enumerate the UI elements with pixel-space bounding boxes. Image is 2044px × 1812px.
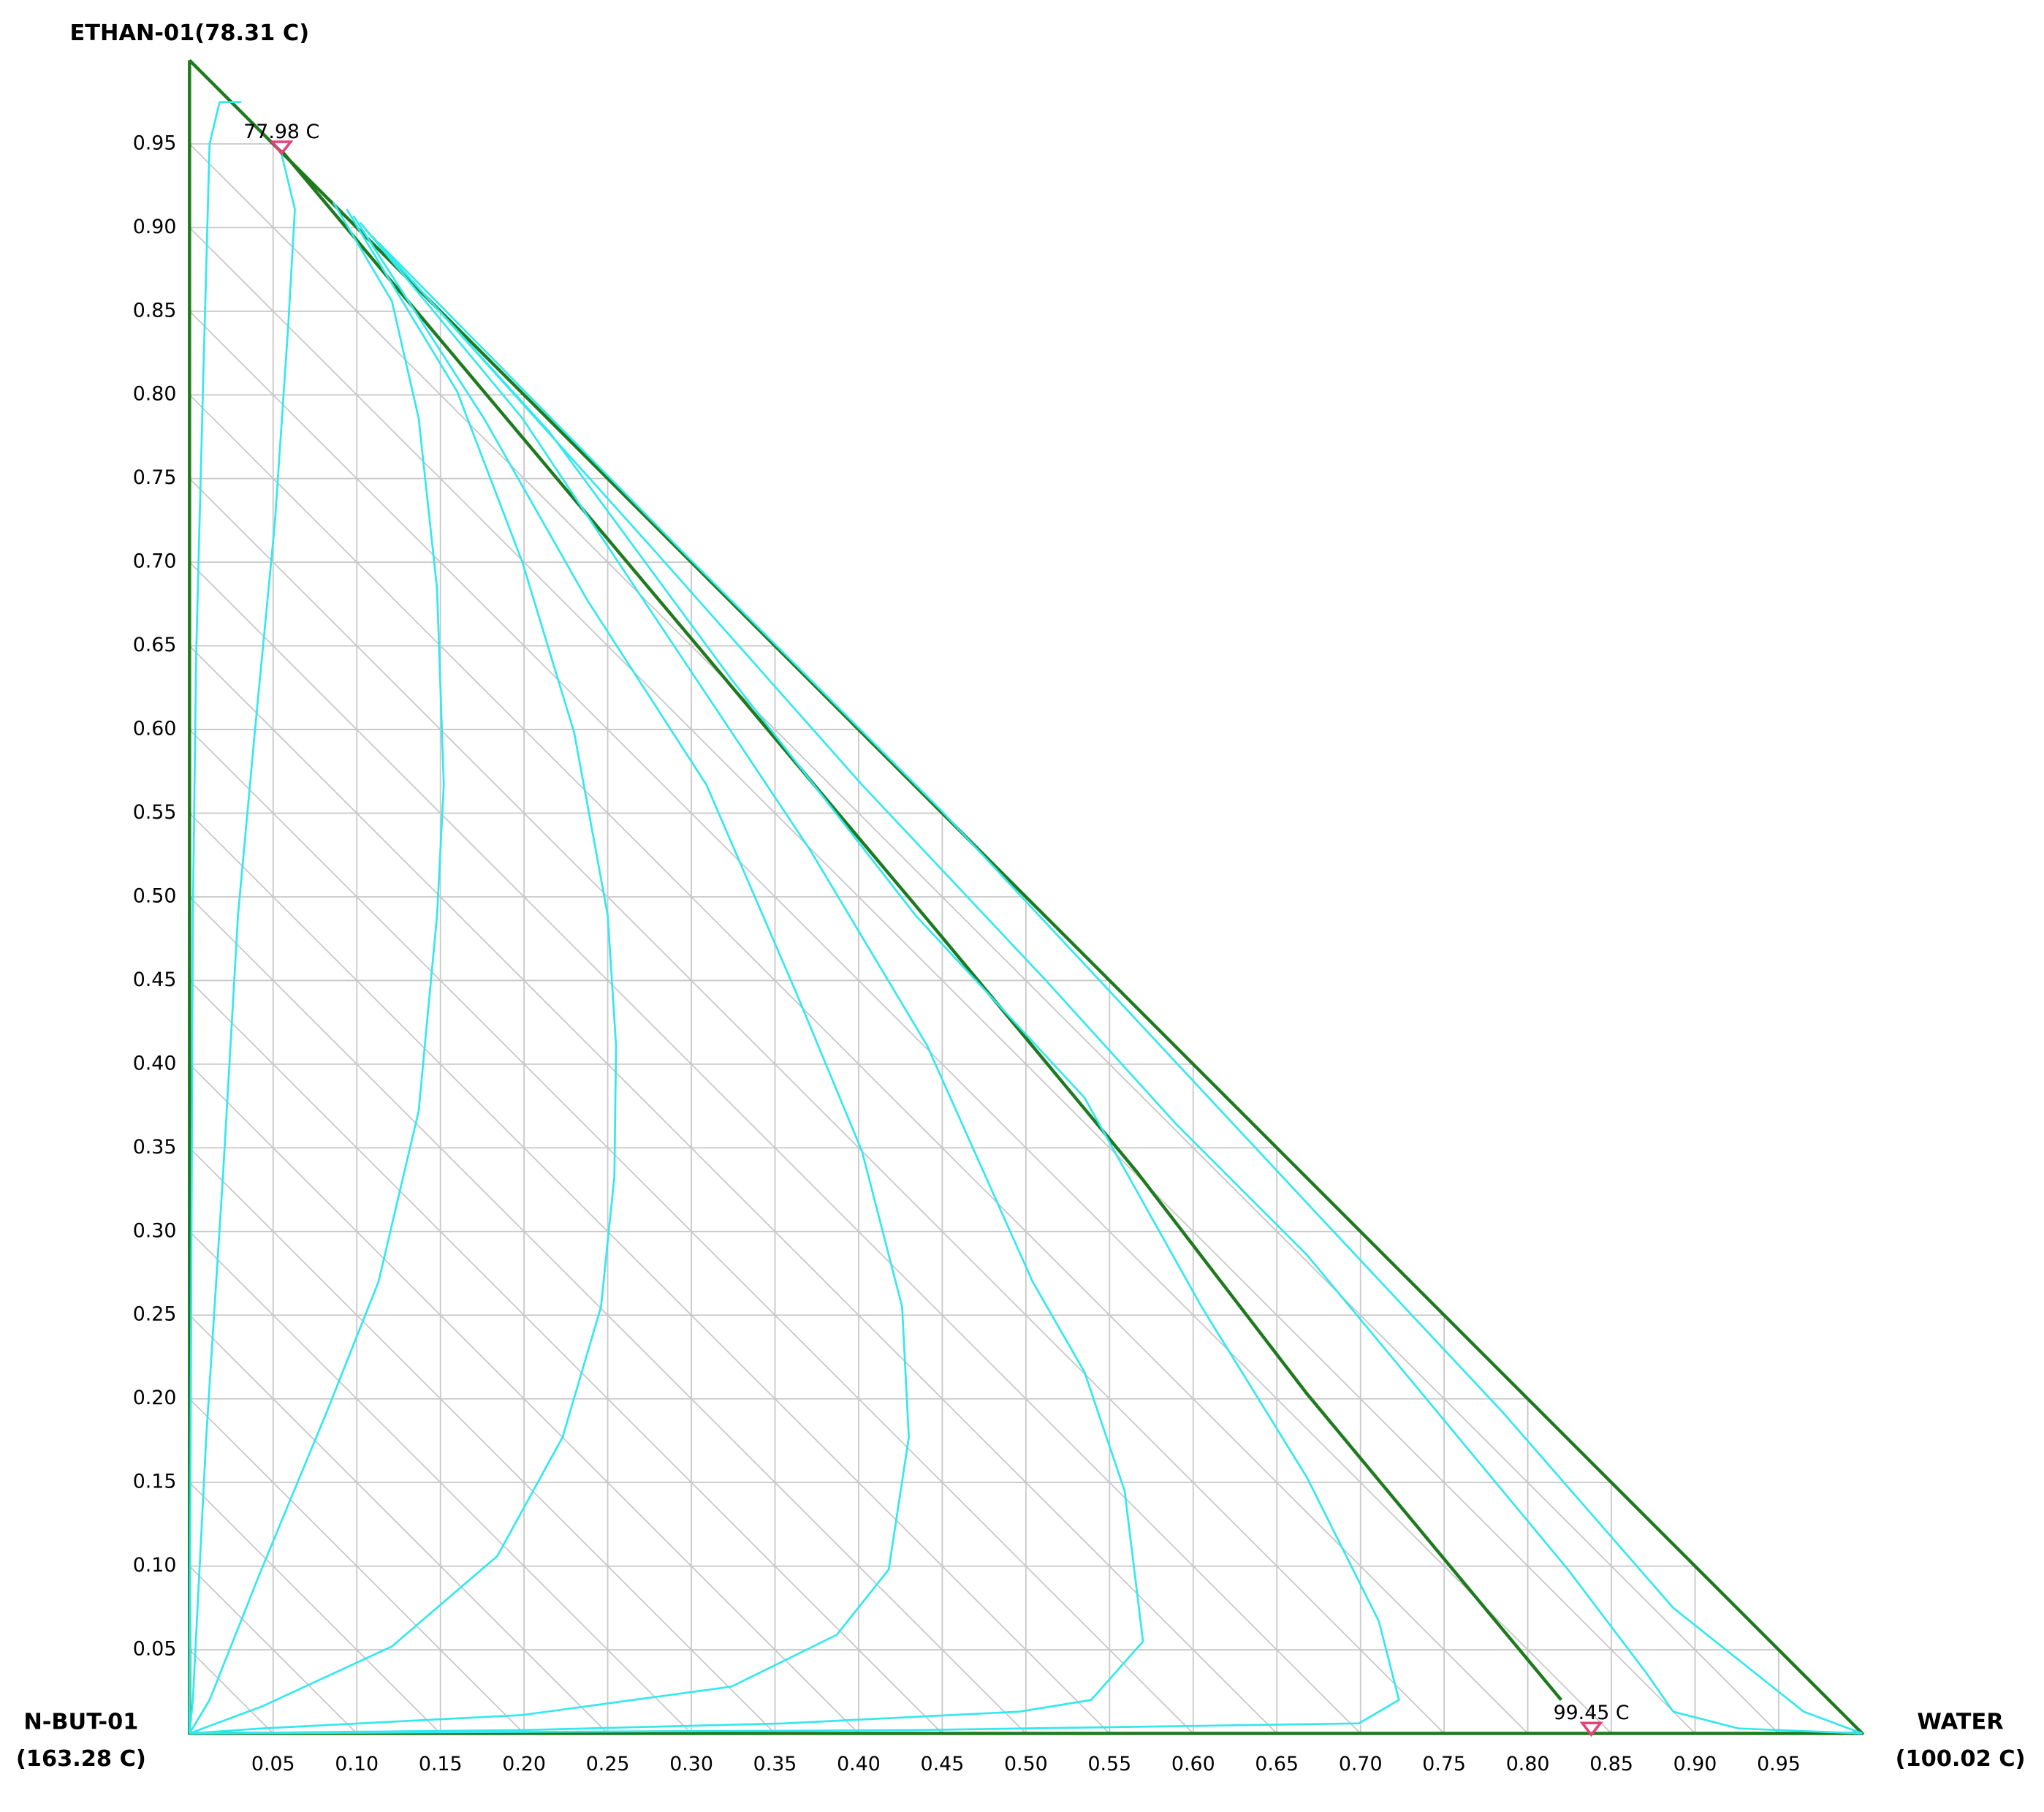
grid-diagonal: [189, 311, 1612, 1735]
x-tick-label: 0.50: [1004, 1753, 1048, 1775]
residue-curve: [188, 153, 296, 1734]
grid: [189, 143, 1779, 1735]
x-tick-label: 0.05: [251, 1753, 295, 1775]
x-tick-label: 0.35: [753, 1753, 797, 1775]
y-tick-label: 0.60: [133, 718, 177, 740]
vertex-label: WATER: [1917, 1710, 2003, 1735]
grid-diagonal: [189, 1314, 609, 1735]
y-tick-label: 0.05: [133, 1638, 177, 1661]
x-tick-label: 0.75: [1422, 1753, 1466, 1775]
grid-diagonal: [189, 979, 943, 1735]
y-tick-label: 0.85: [133, 299, 177, 322]
y-tick-label: 0.90: [133, 216, 177, 238]
residue-curve: [188, 58, 1864, 1735]
x-tick-label: 0.65: [1255, 1753, 1299, 1775]
residue-curve: [189, 208, 618, 1735]
residue-curve: [189, 202, 445, 1735]
x-tick-label: 0.30: [669, 1753, 713, 1775]
grid-diagonal: [189, 1147, 776, 1735]
y-tick-label: 0.20: [133, 1387, 177, 1409]
annotation: 77.98 C: [243, 121, 319, 143]
x-tick-label: 0.60: [1171, 1753, 1215, 1775]
grid-diagonal: [189, 645, 1277, 1735]
vertex-label: N-BUT-01: [23, 1710, 138, 1735]
ticks: 0.05 0.10 0.15 0.20 0.25 0.30 0.35 0.40 0.45 0.50…: [133, 132, 1801, 1775]
y-tick-label: 0.45: [133, 968, 177, 991]
vertex-label: (100.02 C): [1896, 1746, 2026, 1772]
residue-curve: [378, 242, 1863, 1735]
x-tick-label: 0.80: [1506, 1753, 1550, 1775]
y-tick-label: 0.35: [133, 1136, 177, 1159]
residue-curve: [280, 149, 1563, 1702]
y-tick-label: 0.50: [133, 884, 177, 907]
y-tick-label: 0.25: [133, 1303, 177, 1326]
grid-diagonal: [189, 143, 1779, 1735]
grid-diagonal: [189, 1482, 441, 1735]
x-tick-label: 0.90: [1673, 1753, 1717, 1775]
residue-curve: [188, 101, 242, 1734]
x-tick-label: 0.95: [1757, 1753, 1801, 1775]
residue-curve: [189, 228, 1400, 1735]
azeotrope-marker: [270, 140, 294, 156]
x-tick-label: 0.20: [502, 1753, 546, 1775]
y-tick-label: 0.30: [133, 1219, 177, 1242]
y-tick-label: 0.15: [133, 1471, 177, 1493]
y-tick-label: 0.80: [133, 383, 177, 406]
azeotrope-marker: [1579, 1721, 1603, 1737]
lines: [188, 58, 1864, 1735]
grid-diagonal: [189, 812, 1110, 1735]
x-tick-label: 0.15: [419, 1753, 463, 1775]
x-tick-label: 0.40: [837, 1753, 881, 1775]
vertex-label: ETHAN-01(78.31 C): [70, 20, 310, 46]
residue-curve: [189, 215, 910, 1735]
y-tick-label: 0.75: [133, 466, 177, 489]
y-tick-label: 0.95: [133, 132, 177, 154]
y-tick-label: 0.65: [133, 634, 177, 656]
residue-curve: [189, 221, 1144, 1735]
x-tick-label: 0.25: [586, 1753, 630, 1775]
annotation: 99.45 C: [1554, 1702, 1630, 1724]
y-tick-label: 0.55: [133, 801, 177, 824]
grid-diagonal: [189, 478, 1445, 1735]
residue-curve: [371, 235, 1863, 1735]
y-tick-label: 0.70: [133, 550, 177, 573]
x-tick-label: 0.85: [1589, 1753, 1633, 1775]
x-tick-label: 0.70: [1339, 1753, 1383, 1775]
grid-diagonal: [189, 1649, 274, 1735]
vertex-label: (163.28 C): [16, 1746, 146, 1772]
x-tick-label: 0.10: [335, 1753, 379, 1775]
x-tick-label: 0.45: [921, 1753, 965, 1775]
y-tick-label: 0.40: [133, 1052, 177, 1074]
y-tick-label: 0.10: [133, 1554, 177, 1577]
labels: 77.98 C 99.45 C ETHAN-01(78.31 C) N-BUT-01 (…: [16, 20, 2026, 1772]
x-tick-label: 0.55: [1087, 1753, 1131, 1775]
